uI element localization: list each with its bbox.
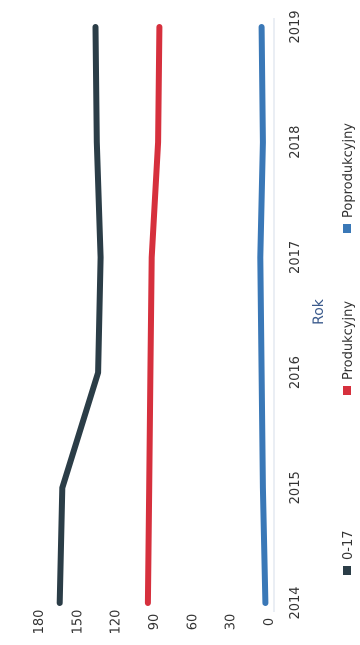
x-axis: 2014 2015 2016 2017 2018 2019 bbox=[273, 10, 303, 620]
x-axis-title: Rok bbox=[311, 298, 327, 325]
x-tick-label: 2019 bbox=[288, 10, 303, 43]
plot-area bbox=[56, 24, 269, 606]
series-line-poprodukcyjny bbox=[257, 24, 269, 606]
y-tick-label: 90 bbox=[147, 614, 162, 631]
x-tick-label: 2014 bbox=[288, 586, 303, 619]
x-tick-label: 2017 bbox=[288, 241, 303, 274]
y-tick-label: 30 bbox=[224, 614, 239, 631]
legend-swatch bbox=[343, 386, 351, 395]
series-line-0-17 bbox=[56, 24, 104, 606]
y-tick-label: 120 bbox=[109, 610, 124, 635]
legend-item: Produkcyjny bbox=[341, 301, 356, 395]
y-tick-label: 150 bbox=[70, 610, 85, 635]
legend-swatch bbox=[343, 566, 351, 575]
legend-label: Poprodukcyjny bbox=[341, 123, 356, 218]
legend-item: 0-17 bbox=[341, 530, 356, 575]
series-line-produkcyjny bbox=[144, 24, 163, 606]
x-tick-label: 2015 bbox=[288, 471, 303, 504]
legend-label: Produkcyjny bbox=[341, 301, 356, 380]
y-tick-label: 0 bbox=[262, 618, 277, 626]
y-tick-label: 60 bbox=[185, 614, 200, 631]
legend-label: 0-17 bbox=[341, 530, 356, 560]
y-tick-label: 180 bbox=[32, 610, 47, 635]
legend: 0-17 Produkcyjny Poprodukcyjny bbox=[341, 123, 356, 575]
y-axis: 0 30 60 90 120 150 180 bbox=[32, 610, 277, 635]
legend-swatch bbox=[343, 224, 351, 233]
x-tick-label: 2018 bbox=[288, 126, 303, 159]
legend-item: Poprodukcyjny bbox=[341, 123, 356, 233]
x-tick-label: 2016 bbox=[288, 356, 303, 389]
